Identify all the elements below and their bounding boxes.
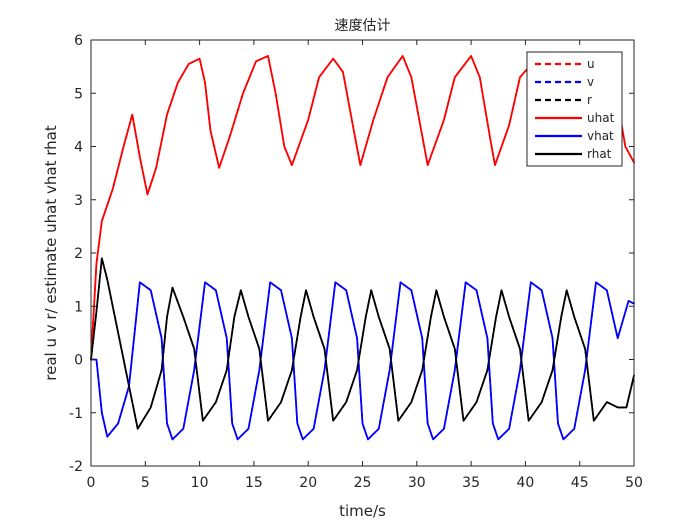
legend-label-r: r [587, 93, 592, 107]
x-tick-label: 10 [191, 475, 209, 491]
y-tick-label: 1 [74, 299, 83, 315]
legend-label-v: v [587, 75, 594, 89]
y-tick-label: 0 [74, 353, 83, 369]
legend-label-rhat: rhat [587, 147, 612, 161]
legend-box [526, 51, 623, 167]
y-tick-label: -1 [69, 406, 83, 422]
y-axis-label: real u v r/ estimate uhat vhat rhat [42, 125, 60, 381]
y-tick-label: 4 [74, 140, 83, 156]
x-tick-label: 50 [625, 475, 643, 491]
x-tick-label: 40 [516, 475, 534, 491]
series-v-line [90, 281, 635, 441]
y-tick-label: -2 [69, 459, 83, 475]
legend-label-vhat: vhat [587, 129, 614, 143]
x-tick-label: 35 [462, 475, 480, 491]
x-tick-label: 45 [571, 475, 589, 491]
x-tick-label: 15 [245, 475, 263, 491]
y-tick-label: 3 [74, 193, 83, 209]
y-tick-label: 6 [74, 33, 83, 49]
x-tick-label: 0 [87, 475, 96, 491]
legend: uvr uhat vhat rhat [526, 51, 623, 167]
x-tick-label: 5 [141, 475, 150, 491]
legend-label-uhat: uhat [587, 111, 615, 125]
x-tick-label: 20 [299, 475, 317, 491]
y-tick-label: 2 [74, 246, 83, 262]
x-tick-label: 30 [408, 475, 426, 491]
x-tick-label: 25 [354, 475, 372, 491]
series-r-line [90, 257, 635, 430]
chart-title: 速度估计 [335, 18, 391, 34]
x-axis-label: time/s [339, 502, 386, 520]
legend-label-u: u [587, 57, 595, 71]
y-tick-label: 5 [74, 86, 83, 102]
